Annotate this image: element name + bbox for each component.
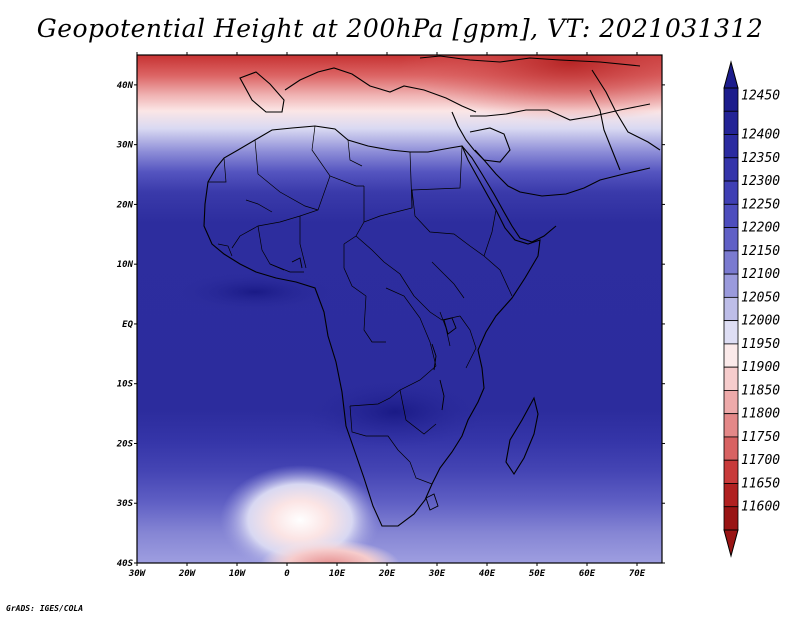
longitude-labels: 30W 20W 10W 0 10E 20E 30E 40E 50E 60E 70E [128,569,646,579]
lon-label: 0 [284,569,290,579]
colorbar-label: 12350 [741,151,780,166]
colorbar-top-arrow [723,60,739,89]
colorbar-box [723,390,739,415]
colorbar-box [723,227,739,252]
lat-label: 20S [116,439,134,449]
colorbar-box [723,157,739,182]
colorbar: 12450 12400 12350 12300 12250 12200 12150 12100… [723,60,780,558]
map-frame [136,54,663,564]
colorbar-box [723,296,739,322]
lon-label: 50E [529,569,546,579]
colorbar-box [723,87,739,112]
lon-label: 60E [579,569,596,579]
colorbar-label: 11800 [741,407,780,422]
colorbar-label: 11600 [741,500,780,515]
colorbar-boxes [723,87,739,531]
lat-label: 30N [116,141,134,151]
lon-label: 30E [428,569,446,579]
lat-label: 10N [117,260,134,270]
colorbar-box [723,483,739,508]
colorbar-box [723,250,739,275]
height-field [137,55,662,563]
lon-label: 20E [378,569,396,579]
colorbar-box [723,273,739,298]
colorbar-box [723,134,739,159]
colorbar-box [723,180,739,205]
colorbar-box [723,320,739,345]
colorbar-label: 11650 [741,476,780,491]
lat-label: EQ [122,320,133,330]
colorbar-label: 12450 [741,88,780,103]
grads-credit: GrADS: IGES/COLA [6,604,84,613]
coastlines [203,55,661,527]
lat-label: 40S [117,559,134,569]
colorbar-bottom-arrow [723,529,739,558]
lakes [291,257,457,511]
lat-label: 40N [117,81,134,91]
colorbar-box [723,506,739,531]
colorbar-label: 11850 [741,383,780,398]
colorbar-box [723,343,739,368]
lon-label: 10W [229,569,247,579]
colorbar-label: 12250 [741,197,780,212]
colorbar-label: 11750 [741,430,780,445]
lat-label: 20N [116,200,134,210]
lon-label: 40E [479,569,496,579]
colorbar-box [723,366,739,391]
colorbar-label: 12150 [741,244,780,259]
colorbar-box [723,110,739,135]
colorbar-label: 12000 [741,314,780,329]
colorbar-label: 12100 [741,267,780,282]
colorbar-label: 12200 [741,221,780,236]
lat-label: 10S [117,380,134,390]
colorbar-label: 12400 [741,128,780,143]
colorbar-label: 11900 [741,360,780,375]
country-borders [208,125,513,485]
latitude-labels: 40N 30N 20N 10N EQ 10S 20S 30S 40S [116,81,134,569]
colorbar-label: 12300 [741,174,780,189]
map-title: Geopotential Height at 200hPa [gpm], VT:… [36,14,764,43]
colorbar-box [723,436,739,461]
colorbar-box [723,459,739,484]
colorbar-box [723,203,739,228]
lon-label: 10E [329,569,346,579]
lon-label: 20W [178,569,197,579]
colorbar-label: 11700 [741,453,780,468]
axis-ticks [134,52,665,566]
colorbar-box [723,413,739,438]
lat-label: 30S [116,499,134,509]
colorbar-labels: 12450 12400 12350 12300 12250 12200 12150 12100… [741,88,780,514]
lon-label: 70E [629,569,646,579]
colorbar-label: 12050 [741,290,780,305]
colorbar-label: 11950 [741,337,780,352]
lon-label: 30W [128,569,147,579]
